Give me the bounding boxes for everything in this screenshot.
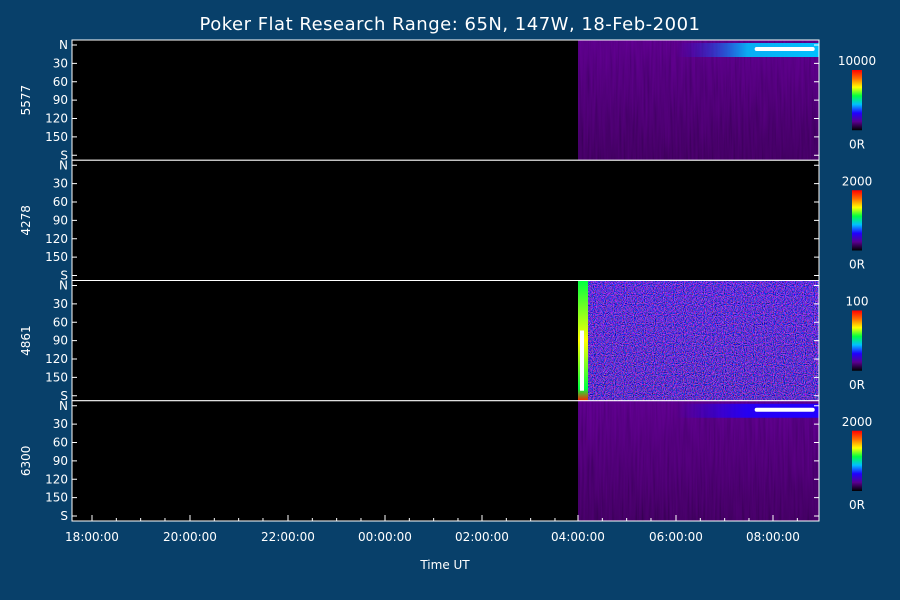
y-tick-label: 150	[45, 130, 68, 144]
y-tick-label: N	[59, 38, 68, 52]
y-tick-label: 60	[53, 436, 68, 450]
auroral-band	[676, 43, 819, 57]
y-tick-label: 90	[53, 334, 68, 348]
y-tick-label: 60	[53, 315, 68, 329]
y-tick-label: S	[60, 269, 68, 283]
y-tick-label: 150	[45, 370, 68, 384]
panel-ylabel: 5577	[19, 85, 33, 116]
y-tick-label: S	[60, 148, 68, 162]
x-tick-label: 22:00:00	[261, 530, 315, 544]
data-region	[578, 160, 819, 281]
colorbar-max-label: 10000	[838, 54, 876, 68]
x-tick-label: 04:00:00	[551, 530, 605, 544]
x-tick-label: 18:00:00	[65, 530, 119, 544]
y-tick-label: 120	[45, 112, 68, 126]
x-tick-label: 02:00:00	[455, 530, 509, 544]
y-tick-label: 120	[45, 472, 68, 486]
y-tick-label: N	[59, 158, 68, 172]
colorbar	[852, 190, 862, 251]
y-tick-label: S	[60, 509, 68, 523]
y-tick-label: 30	[53, 297, 68, 311]
data-noise	[578, 40, 819, 161]
y-tick-label: 90	[53, 454, 68, 468]
y-tick-label: 150	[45, 250, 68, 264]
auroral-band-peak	[754, 47, 815, 51]
data-noise	[578, 400, 819, 521]
y-tick-label: 30	[53, 417, 68, 431]
panel-4278: N 30 60 90 120 150 S 4278 2000 0R	[19, 158, 872, 282]
auroral-band	[676, 403, 819, 418]
y-tick-label: 120	[45, 352, 68, 366]
panel-ylabel: 6300	[19, 446, 33, 477]
colorbar-min-label: 0R	[849, 137, 865, 151]
panel-4861: N 30 60 90 120 150 S 4861 100 0R	[19, 279, 868, 403]
x-axis-label: Time UT	[419, 558, 470, 572]
x-tick-label: 00:00:00	[358, 530, 412, 544]
panel-6300: N 30 60 90 120 150 S 6300 2000 0R	[19, 399, 872, 523]
y-tick-label: 30	[53, 177, 68, 191]
colorbar-max-label: 100	[846, 295, 869, 309]
colorbar	[852, 70, 862, 131]
chart-title: Poker Flat Research Range: 65N, 147W, 18…	[200, 14, 701, 35]
panel-5577: N 30 60 90 120 150 S 5577 10000 0R	[19, 38, 876, 162]
colorbar-min-label: 0R	[849, 498, 865, 512]
y-tick-label: 90	[53, 93, 68, 107]
y-tick-label: 60	[53, 195, 68, 209]
colorbar	[852, 430, 862, 491]
panel-ylabel: 4861	[19, 325, 33, 356]
colorbar	[852, 310, 862, 371]
colorbar-min-label: 0R	[849, 258, 865, 272]
auroral-band-peak	[754, 407, 815, 412]
y-tick-label: 90	[53, 213, 68, 227]
edge-flare-core	[580, 330, 584, 391]
y-tick-label: N	[59, 279, 68, 293]
x-axis: 18:00:00 20:00:00 22:00:00 00:00:00 02:00:00…	[65, 515, 800, 544]
panels-layer: N 30 60 90 120 150 S 5577 10000 0R N 30 60 90 120 150 S 4…	[19, 38, 876, 523]
x-tick-label: 06:00:00	[649, 530, 703, 544]
colorbar-max-label: 2000	[842, 415, 873, 429]
data-noise	[578, 280, 819, 401]
y-tick-label: N	[59, 399, 68, 413]
x-tick-label: 08:00:00	[746, 530, 800, 544]
y-tick-label: 120	[45, 232, 68, 246]
y-tick-label: S	[60, 389, 68, 403]
y-tick-label: 150	[45, 491, 68, 505]
y-tick-label: 60	[53, 75, 68, 89]
colorbar-min-label: 0R	[849, 378, 865, 392]
colorbar-max-label: 2000	[842, 174, 873, 188]
x-tick-label: 20:00:00	[163, 530, 217, 544]
y-tick-label: 30	[53, 56, 68, 70]
panel-ylabel: 4278	[19, 205, 33, 236]
